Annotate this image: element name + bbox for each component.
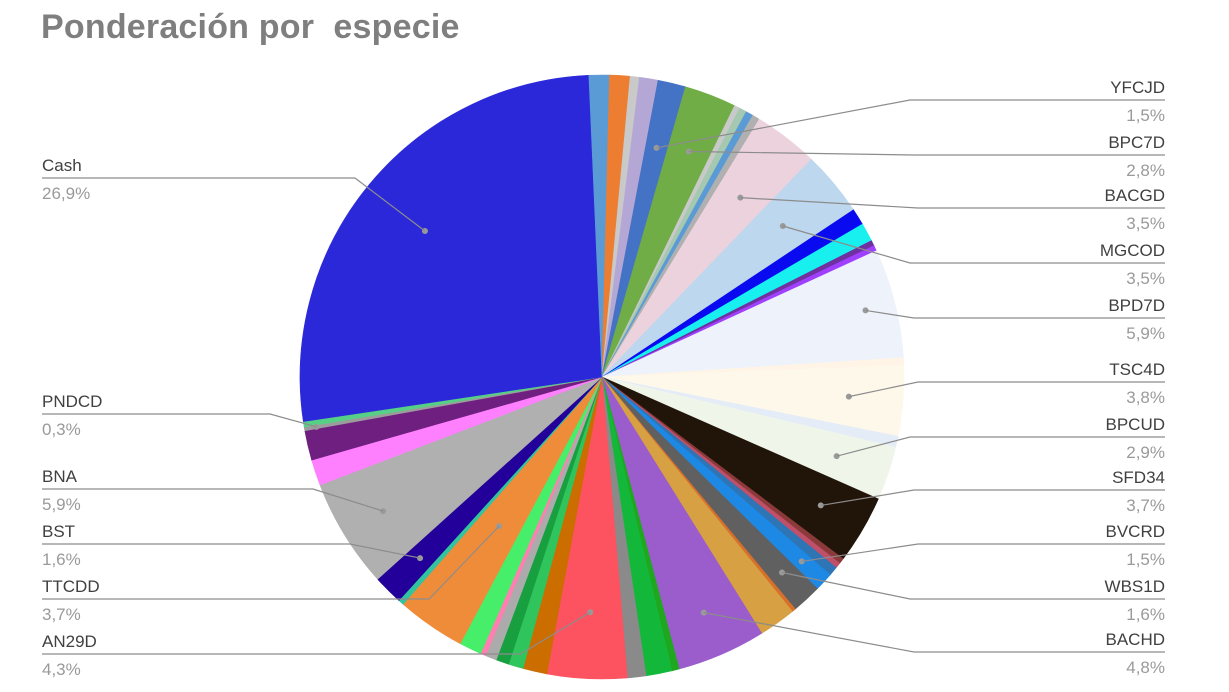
slice-label-value: 5,9% [42, 495, 81, 514]
leader-line [801, 543, 1165, 563]
slice-label-name: MGCOD [1100, 241, 1165, 260]
leader-line [688, 150, 1165, 156]
pie-slice [588, 74, 603, 378]
slice-label-value: 4,8% [1126, 658, 1165, 677]
slice-label-value: 3,7% [1126, 496, 1165, 515]
slice-label-name: BACHD [1105, 630, 1165, 649]
leader-line [782, 225, 1165, 264]
slice-label-value: 3,8% [1126, 388, 1165, 407]
slice-label-name: SFD34 [1112, 468, 1165, 487]
leader-line [703, 612, 1165, 653]
slice-label-name: BPD7D [1108, 296, 1165, 315]
slice-label-name: YFCJD [1110, 78, 1165, 97]
leader-lines [42, 99, 1165, 655]
slice-label-value: 2,9% [1126, 443, 1165, 462]
leader-line [820, 489, 1165, 507]
slice-label-value: 2,8% [1126, 161, 1165, 180]
leader-line [656, 99, 1165, 149]
slice-label-name: TTCDD [42, 577, 100, 596]
slice-label-value: 4,3% [42, 660, 81, 679]
slice-label-name: BVCRD [1105, 522, 1165, 541]
pie-slice [299, 74, 603, 422]
leader-line [740, 197, 1165, 209]
slice-label-name: PNDCD [42, 392, 102, 411]
leader-line [42, 611, 591, 655]
slice-label-value: 0,3% [42, 420, 81, 439]
slice-label-value: 3,5% [1126, 269, 1165, 288]
slice-label-name: BNA [42, 467, 78, 486]
slice-label-value: 1,6% [1126, 605, 1165, 624]
slice-label-name: Cash [42, 156, 82, 175]
slice-label-value: 1,5% [1126, 550, 1165, 569]
leader-line [865, 309, 1165, 319]
slice-label-name: BPC7D [1108, 133, 1165, 152]
leader-line [42, 413, 317, 428]
slice-label-value: 26,9% [42, 184, 90, 203]
leader-line [848, 381, 1165, 398]
leader-line [42, 543, 421, 559]
leader-line [42, 488, 384, 512]
chart-title: Ponderación por especie [41, 8, 460, 46]
leader-line [836, 436, 1165, 457]
slice-label-value: 5,9% [1126, 324, 1165, 343]
slice-labels: YFCJD 1,5% BPC7D 2,8% BACGD 3,5% MGCOD 3,5% BPD7… [42, 78, 1165, 679]
pie-slices [299, 74, 905, 680]
slice-label-name: BACGD [1105, 186, 1165, 205]
slice-label-name: BPCUD [1105, 415, 1165, 434]
slice-label-name: WBS1D [1105, 577, 1165, 596]
leader-line [42, 525, 500, 600]
slice-label-name: TSC4D [1109, 360, 1165, 379]
slice-label-name: BST [42, 522, 75, 541]
slice-label-value: 3,5% [1126, 214, 1165, 233]
slice-label-name: AN29D [42, 632, 97, 651]
slice-label-value: 3,7% [42, 605, 81, 624]
leader-line [42, 177, 426, 232]
leader-line [781, 571, 1165, 600]
slice-label-value: 1,5% [1126, 106, 1165, 125]
slice-label-value: 1,6% [42, 550, 81, 569]
